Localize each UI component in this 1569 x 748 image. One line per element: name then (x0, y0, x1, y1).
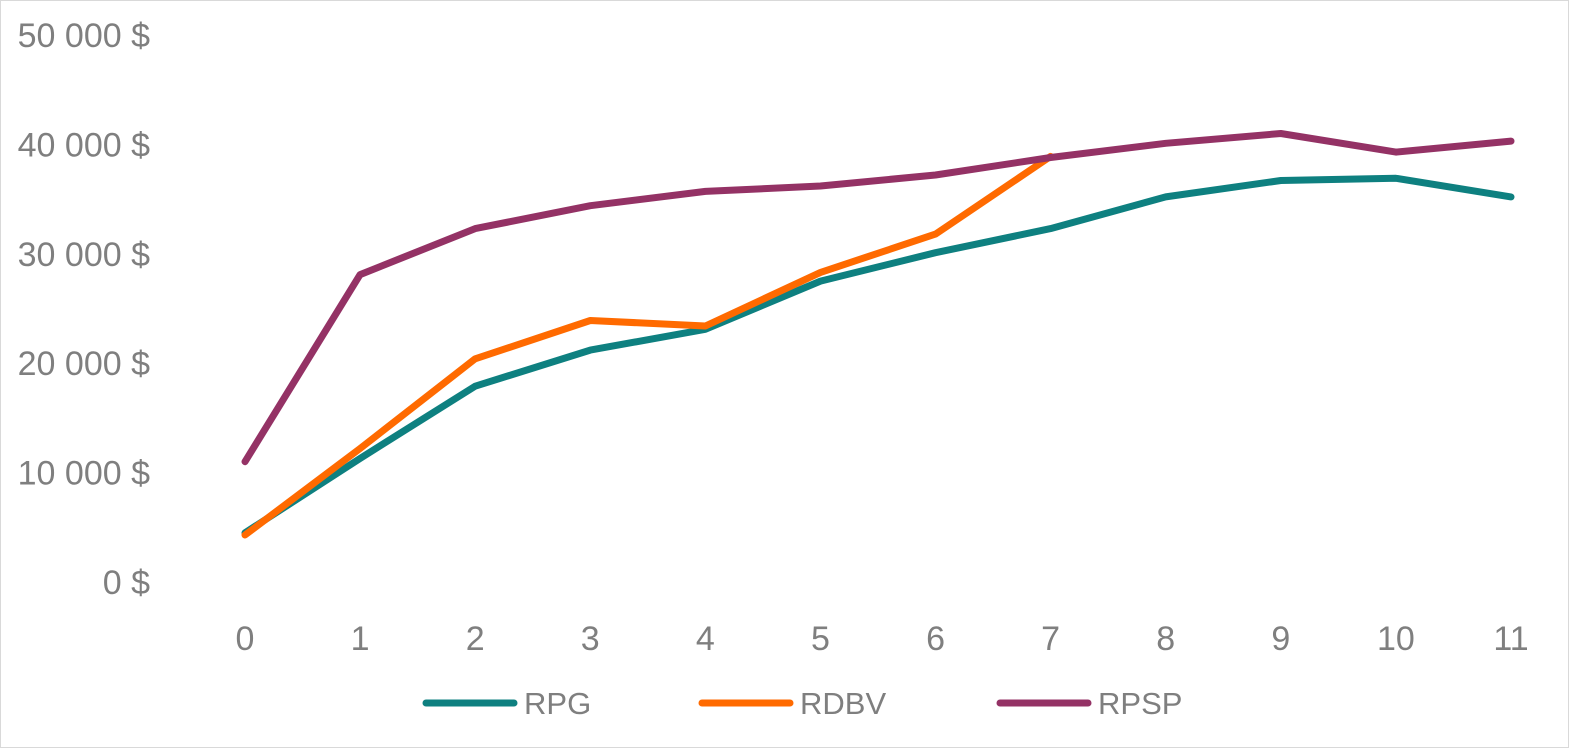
series-line-rpsp (241, 130, 1515, 466)
y-tick-label: 40 000 $ (18, 126, 150, 164)
legend-label-rdbv: RDBV (800, 686, 886, 721)
y-tick-label: 20 000 $ (18, 345, 150, 383)
x-axis: 0 1 2 3 4 5 6 7 8 9 10 11 (236, 620, 1529, 658)
y-axis: 0 $ 10 000 $ 20 000 $ 30 000 $ 40 000 $ 50 00… (18, 17, 150, 602)
x-tick-label: 3 (581, 620, 600, 658)
x-tick-label: 9 (1271, 620, 1290, 658)
y-tick-label: 0 $ (103, 564, 150, 602)
x-tick-label: 6 (926, 620, 945, 658)
y-tick-label: 50 000 $ (18, 17, 150, 55)
x-tick-label: 8 (1156, 620, 1175, 658)
x-tick-label: 4 (696, 620, 715, 658)
legend: RPG RDBV RPSP (422, 686, 1182, 721)
series-line-rpg (241, 174, 1515, 537)
legend-label-rpg: RPG (524, 686, 591, 721)
x-tick-label: 2 (466, 620, 485, 658)
y-tick-label: 10 000 $ (18, 455, 150, 493)
x-tick-label: 0 (236, 620, 255, 658)
x-tick-label: 11 (1493, 620, 1528, 658)
y-tick-label: 30 000 $ (18, 236, 150, 274)
x-tick-label: 7 (1041, 620, 1060, 658)
x-tick-label: 5 (811, 620, 830, 658)
series-line-rdbv (241, 152, 1055, 539)
x-tick-label: 10 (1377, 620, 1415, 658)
x-tick-label: 1 (351, 620, 370, 658)
legend-label-rpsp: RPSP (1098, 686, 1182, 721)
plot-area (241, 130, 1515, 539)
